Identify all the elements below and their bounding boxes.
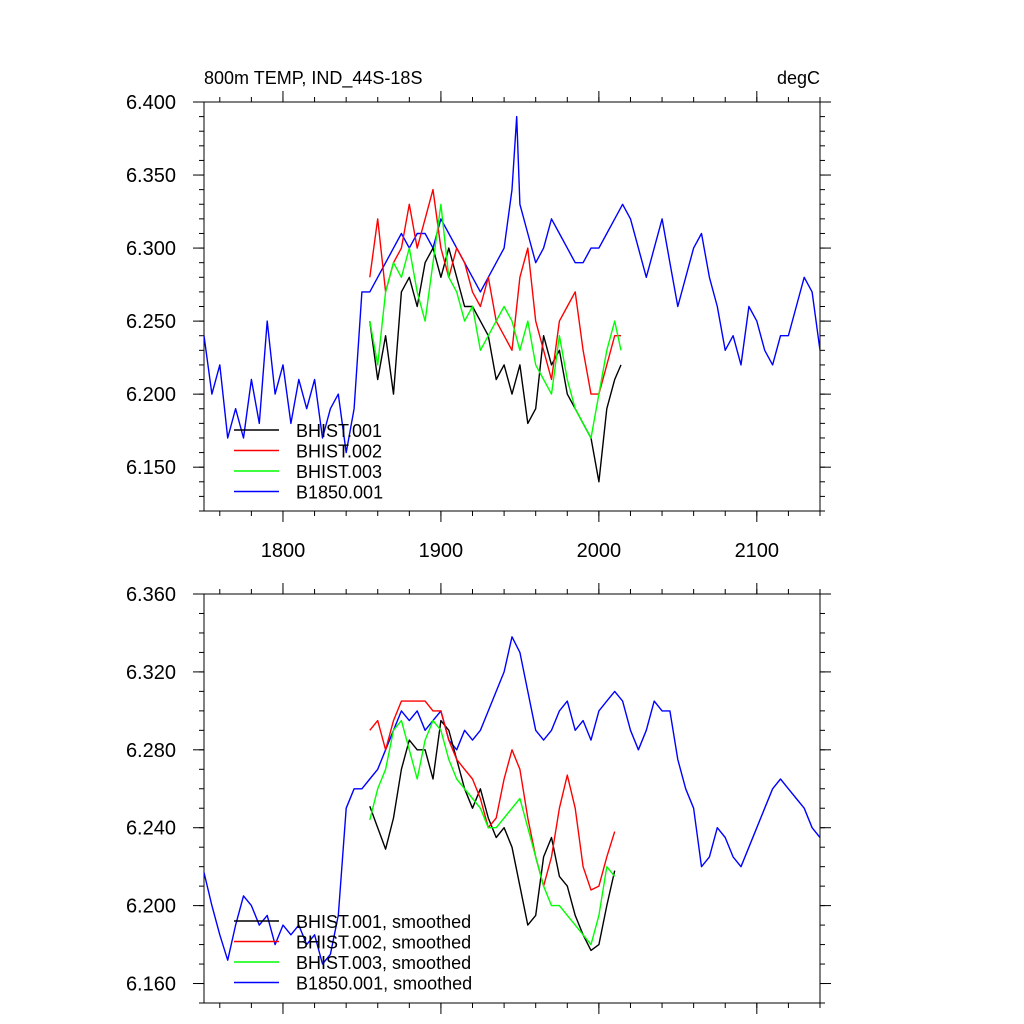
- p0-y-tick-label: 6.350: [126, 165, 176, 187]
- p0-legend-label-1: BHIST.002: [296, 442, 382, 462]
- p0-x-tick-label: 1800: [261, 540, 306, 562]
- p0-y-tick-label: 6.250: [126, 311, 176, 333]
- p0-x-tick-label: 1900: [419, 540, 464, 562]
- p1-y-tick-label: 6.200: [126, 896, 176, 918]
- p0-series-line-0: [369, 247, 622, 483]
- p1-legend-label-2: BHIST.003, smoothed: [296, 953, 471, 973]
- top-panel: 6.150 6.200 6.250 6.300 6.350 6.400 1800 1900 20…: [126, 91, 831, 562]
- p1-series-line-2: [369, 719, 616, 946]
- p1-plot-frame: [203, 593, 821, 1004]
- p1-legend-label-1: BHIST.002, smoothed: [296, 933, 471, 953]
- p0-y-tick-label: 6.300: [126, 238, 176, 260]
- p1-y-tick-label: 6.280: [126, 740, 176, 762]
- p1-y-tick-label: 6.360: [126, 584, 176, 606]
- p0-x-tick-label: 2100: [735, 540, 780, 562]
- p1-series-group: [204, 636, 820, 965]
- p1-series-line-1: [369, 700, 616, 891]
- p0-series-line-2: [369, 203, 622, 439]
- p1-y-tick-label: 6.240: [126, 818, 176, 840]
- bottom-panel: 6.160 6.200 6.240 6.280 6.320 6.360 BHIST.001,…: [126, 583, 831, 1014]
- p1-legend-label-0: BHIST.001, smoothed: [296, 912, 471, 932]
- p0-legend-label-0: BHIST.001: [296, 421, 382, 441]
- p0-y-tick-label: 6.200: [126, 384, 176, 406]
- p0-y-tick-label: 6.150: [126, 457, 176, 479]
- p1-series-line-3: [204, 636, 820, 965]
- p0-series-line-1: [369, 188, 621, 395]
- p0-y-tick-label: 6.400: [126, 92, 176, 114]
- p1-y-tick-label: 6.160: [126, 974, 176, 996]
- p0-x-tick-label: 2000: [577, 540, 622, 562]
- p1-y-tick-label: 6.320: [126, 662, 176, 684]
- chart-title: 800m TEMP, IND_44S-18S: [204, 68, 422, 89]
- p0-legend-label-2: BHIST.003: [296, 462, 382, 482]
- units-label: degC: [777, 68, 820, 88]
- p0-series-group: [204, 115, 820, 483]
- p1-legend-label-3: B1850.001, smoothed: [296, 974, 472, 994]
- p0-legend-label-3: B1850.001: [296, 483, 383, 503]
- p0-series-line-3: [204, 115, 820, 454]
